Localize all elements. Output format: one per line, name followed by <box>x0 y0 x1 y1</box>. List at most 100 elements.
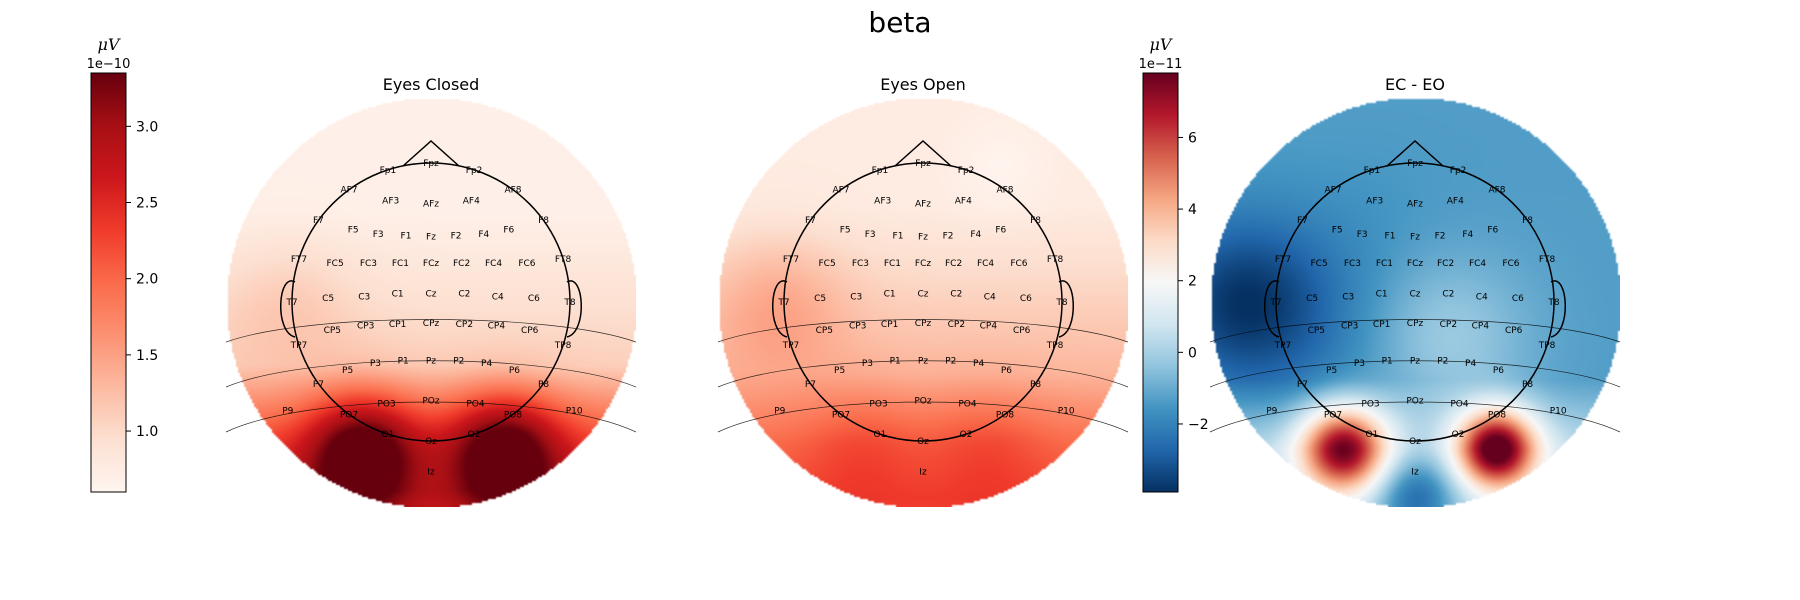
sensor-label-o2: O2 <box>960 430 973 440</box>
sensor-label-f4: F4 <box>1462 230 1473 240</box>
nose-outline <box>894 139 952 167</box>
sensor-label-t7: T7 <box>1269 298 1281 308</box>
sensor-label-p10: P10 <box>1550 406 1567 416</box>
sensor-label-po4: PO4 <box>466 399 485 409</box>
sensor-label-po3: PO3 <box>1361 399 1379 409</box>
right-ear-outline <box>566 280 583 338</box>
sensor-label-p3: P3 <box>370 359 381 369</box>
sensor-label-fc2: FC2 <box>1437 259 1454 269</box>
sensor-label-cz: Cz <box>917 290 928 300</box>
sensor-label-af3: AF3 <box>874 197 891 207</box>
sensor-label-fpz: Fpz <box>423 159 439 169</box>
contour-line <box>225 360 637 388</box>
sensor-label-fcz: FCz <box>1407 259 1423 269</box>
sensor-label-c1: C1 <box>392 290 404 300</box>
sensor-label-oz: Oz <box>1409 437 1421 447</box>
sensor-label-fc6: FC6 <box>1502 259 1519 269</box>
sensor-label-af7: AF7 <box>832 185 849 195</box>
sensor-label-c6: C6 <box>528 294 540 304</box>
sensor-label-fcz: FCz <box>915 259 931 269</box>
subplot-title: Eyes Closed <box>383 75 480 94</box>
sensor-label-cp1: CP1 <box>389 320 406 330</box>
sensor-label-cp6: CP6 <box>1505 326 1523 336</box>
sensor-label-f8: F8 <box>538 216 549 226</box>
sensor-label-f1: F1 <box>1385 231 1396 241</box>
right-ear-outline <box>1058 280 1075 338</box>
sensor-label-cp2: CP2 <box>1440 320 1457 330</box>
sensor-label-fc1: FC1 <box>884 259 901 269</box>
sensor-label-p2: P2 <box>453 356 464 366</box>
sensor-label-t8: T8 <box>1547 298 1559 308</box>
sensor-label-cp3: CP3 <box>1341 322 1358 332</box>
sensor-label-cpz: CPz <box>1407 319 1424 329</box>
colorbar-tick-label: 4 <box>1188 202 1197 218</box>
sensor-label-f2: F2 <box>451 231 462 241</box>
sensor-label-f5: F5 <box>840 226 851 236</box>
sensor-label-f4: F4 <box>970 230 981 240</box>
sensor-label-f7: F7 <box>313 216 324 226</box>
sensor-label-p6: P6 <box>1493 366 1504 376</box>
sensor-label-pz: Pz <box>1410 356 1420 366</box>
sensor-label-p10: P10 <box>1058 406 1075 416</box>
sensor-label-p4: P4 <box>481 359 492 369</box>
sensor-label-o1: O1 <box>1366 430 1379 440</box>
sensor-label-iz: Iz <box>1411 468 1419 478</box>
sensor-label-cpz: CPz <box>915 319 932 329</box>
sensor-label-fc6: FC6 <box>1010 259 1027 269</box>
sensor-label-f8: F8 <box>1522 216 1533 226</box>
sensor-label-cp2: CP2 <box>948 320 965 330</box>
sensor-label-c2: C2 <box>950 290 962 300</box>
sensor-label-poz: POz <box>422 397 440 407</box>
sensor-label-c4: C4 <box>1476 292 1488 302</box>
sensor-label-o2: O2 <box>1452 430 1465 440</box>
sensor-label-fp2: Fp2 <box>1450 166 1467 176</box>
sensor-label-ft7: FT7 <box>1275 255 1291 265</box>
sensor-label-p6: P6 <box>1001 366 1012 376</box>
sensor-label-f5: F5 <box>348 226 359 236</box>
sensor-label-p7: P7 <box>313 380 324 390</box>
head-outline <box>1275 162 1555 442</box>
topomap-field-eyes-closed <box>226 97 636 507</box>
sensor-label-po8: PO8 <box>1488 411 1507 421</box>
colorbar-gradient <box>90 72 127 493</box>
sensor-label-p5: P5 <box>342 366 353 376</box>
sensor-label-fz: Fz <box>918 233 928 243</box>
sensor-label-c2: C2 <box>458 290 470 300</box>
sensor-label-po7: PO7 <box>832 411 850 421</box>
sensor-label-cp5: CP5 <box>1308 326 1325 336</box>
colorbar-tick-label: 6 <box>1188 130 1197 146</box>
contour-line <box>225 401 637 433</box>
sensor-label-fc2: FC2 <box>453 259 470 269</box>
sensor-label-p10: P10 <box>566 406 583 416</box>
sensor-label-p8: P8 <box>1522 380 1533 390</box>
sensor-label-po4: PO4 <box>1450 399 1469 409</box>
sensor-label-tp8: TP8 <box>554 341 572 351</box>
contour-line <box>225 319 637 343</box>
contour-line <box>1209 319 1621 343</box>
contour-line <box>717 360 1129 388</box>
sensor-label-f8: F8 <box>1030 216 1041 226</box>
sensor-label-t8: T8 <box>1055 298 1067 308</box>
sensor-label-ft8: FT8 <box>1539 255 1556 265</box>
sensor-label-t7: T7 <box>285 298 297 308</box>
sensor-label-fp1: Fp1 <box>380 166 397 176</box>
sensor-label-p2: P2 <box>945 356 956 366</box>
sensor-label-f7: F7 <box>805 216 816 226</box>
sensor-label-fcz: FCz <box>423 259 439 269</box>
colorbar-exponent: 1e−11 <box>1139 57 1183 72</box>
sensor-label-cp3: CP3 <box>849 322 866 332</box>
sensor-label-p3: P3 <box>862 359 873 369</box>
sensor-label-cp3: CP3 <box>357 322 374 332</box>
sensor-label-ft7: FT7 <box>783 255 799 265</box>
sensor-label-p1: P1 <box>890 356 901 366</box>
figure-title: beta <box>868 6 932 39</box>
head-outline <box>291 162 571 442</box>
sensor-label-t7: T7 <box>777 298 789 308</box>
sensor-label-fp2: Fp2 <box>466 166 483 176</box>
colorbar-1: μV 1e−10 1.0 1.5 2.0 2.5 3.0 <box>87 35 158 493</box>
left-ear-outline <box>279 280 296 338</box>
sensor-label-po3: PO3 <box>869 399 887 409</box>
sensor-label-c1: C1 <box>1376 290 1388 300</box>
sensor-label-ft8: FT8 <box>1047 255 1064 265</box>
sensor-label-iz: Iz <box>427 468 435 478</box>
